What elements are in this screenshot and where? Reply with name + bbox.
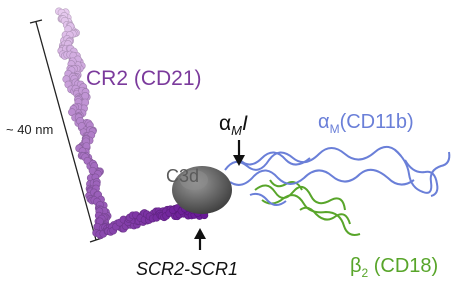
symbol: α — [318, 111, 330, 133]
beta2-label: β2 (CD18) — [350, 255, 438, 280]
cr2-chain — [55, 7, 209, 240]
cr2-label: CR2 (CD21) — [86, 67, 202, 90]
suffix: (CD18) — [368, 255, 438, 277]
scr-label: SCR2-SCR1 — [136, 259, 238, 279]
suffix: I — [242, 112, 248, 135]
arrows — [194, 140, 245, 250]
alpham-structure — [224, 145, 451, 206]
suffix: (CD11b) — [340, 111, 414, 133]
symbol: β — [350, 255, 362, 277]
subscript: M — [330, 122, 340, 136]
c3d-structure — [172, 166, 232, 214]
subscript: M — [231, 123, 242, 138]
symbol: α — [219, 112, 231, 135]
c3d-label: C3d — [166, 166, 199, 186]
bead — [81, 92, 90, 100]
scale-label: ~ 40 nm — [6, 122, 53, 137]
alpham-cd11b-label: αM(CD11b) — [318, 111, 414, 136]
subscript: 2 — [362, 266, 369, 280]
alpham-i-label: αMI — [219, 112, 248, 138]
beta2-structure — [254, 179, 361, 236]
